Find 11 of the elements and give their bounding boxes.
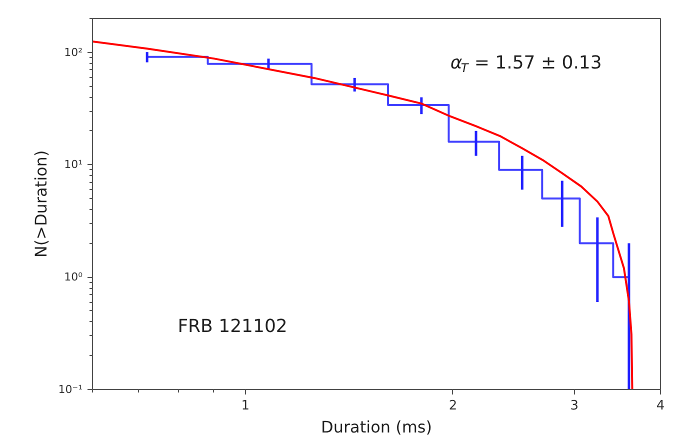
x-tick-label: 3 [570,398,579,414]
x-axis-title: Duration (ms) [321,418,432,436]
y-tick-label: 10¹ [64,158,83,172]
y-tick-label: 10² [64,46,83,59]
y-axis-title: N(>Duration) [31,150,50,258]
x-tick-label: 1 [241,398,250,414]
annotation: FRB 121102 [178,316,288,337]
y-tick-label: 10⁰ [64,270,84,284]
y-tick-label: 10⁻¹ [58,383,83,396]
x-tick-label: 2 [448,398,458,414]
x-tick-label: 4 [656,398,665,414]
